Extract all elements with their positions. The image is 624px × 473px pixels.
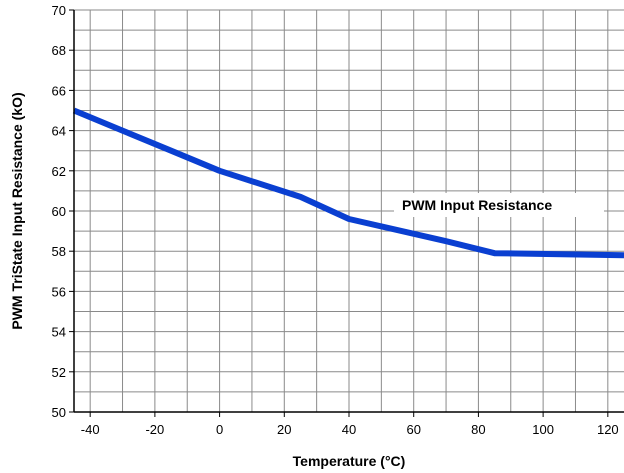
x-tick-label: 100: [532, 422, 554, 437]
y-tick-label: 60: [52, 204, 66, 219]
y-tick-label: 52: [52, 365, 66, 380]
annotation-label: PWM Input Resistance: [402, 197, 552, 213]
grid: [74, 9, 624, 412]
x-tick-label: 20: [277, 422, 291, 437]
x-tick-label: -20: [145, 422, 164, 437]
y-tick-labels: 50 52 54 56 58 60 62 64 66 68 70: [52, 3, 74, 420]
x-tick-label: 40: [342, 422, 356, 437]
y-tick-label: 66: [52, 83, 66, 98]
annotation-background: [394, 193, 604, 217]
x-axis-title: Temperature (°C): [293, 453, 406, 469]
y-tick-label: 56: [52, 284, 66, 299]
series-line: [72, 107, 624, 259]
y-tick-label: 58: [52, 244, 66, 259]
x-tick-label: 60: [406, 422, 420, 437]
x-tick-label: 80: [471, 422, 485, 437]
annotation-layer: PWM Input Resistance: [394, 193, 604, 217]
y-tick-label: 68: [52, 43, 66, 58]
y-axis-title: PWM TriState Input Resistance (kO): [9, 92, 25, 329]
x-tick-label: 120: [597, 422, 619, 437]
x-tick-labels: -40 -20 0 20 40 60 80 100 120: [81, 412, 619, 437]
y-tick-label: 54: [52, 325, 66, 340]
series-layer: [72, 107, 624, 259]
x-tick-label: -40: [81, 422, 100, 437]
x-tick-label: 0: [216, 422, 223, 437]
y-tick-label: 64: [52, 124, 66, 139]
y-tick-label: 62: [52, 164, 66, 179]
y-tick-label: 50: [52, 405, 66, 420]
y-tick-label: 70: [52, 3, 66, 18]
